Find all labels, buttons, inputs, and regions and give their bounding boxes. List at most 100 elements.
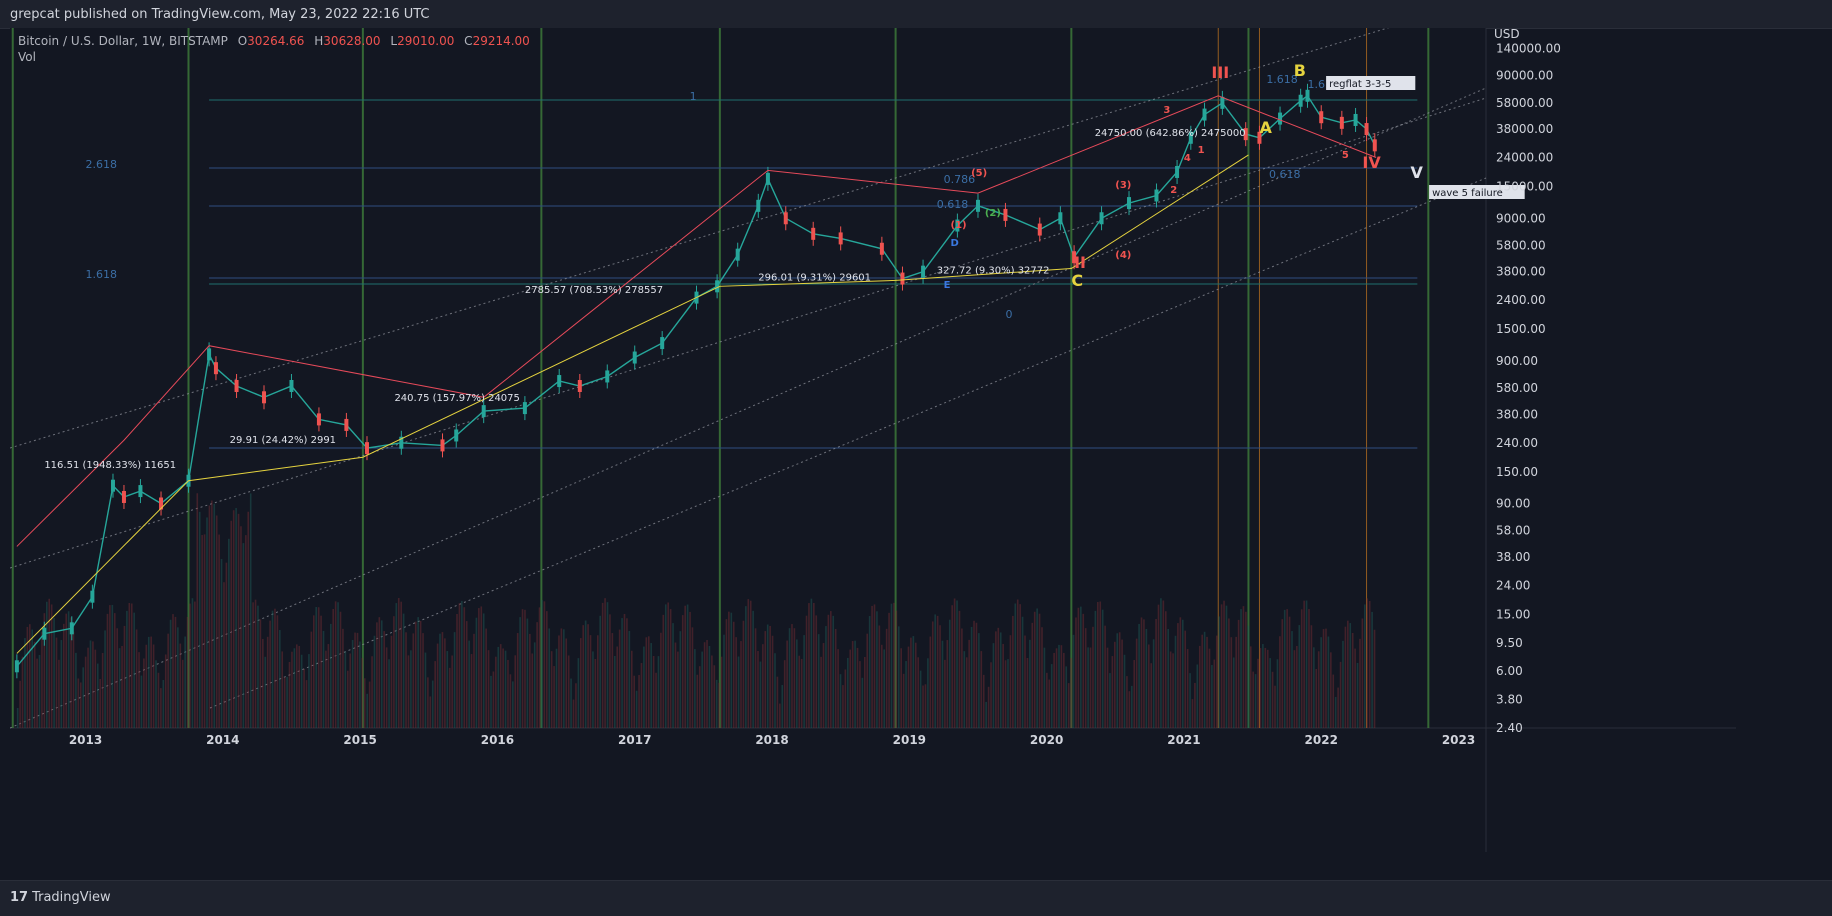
volume-bar: [1089, 647, 1092, 728]
volume-bar: [1016, 599, 1019, 728]
y-tick-label: 140000.00: [1496, 41, 1561, 55]
volume-bar: [385, 647, 388, 728]
volume-bar: [1128, 691, 1131, 728]
volume-bar: [538, 607, 541, 728]
wave-label: II: [1074, 253, 1086, 272]
volume-bar: [230, 520, 233, 728]
volume-bar: [594, 658, 597, 728]
y-tick-label: 1500.00: [1496, 322, 1546, 336]
volume-bar: [155, 660, 157, 728]
volume-bar: [480, 606, 483, 728]
volume-bar: [305, 680, 308, 728]
x-tick-label: 2016: [481, 733, 514, 747]
volume-bar: [456, 613, 458, 728]
volume-bar: [1300, 609, 1303, 728]
volume-bar: [332, 608, 335, 728]
volume-bar: [536, 622, 538, 728]
volume-bar: [657, 656, 660, 728]
wave-label: E: [944, 280, 951, 291]
volume-bar: [245, 535, 247, 728]
volume-bar: [905, 661, 907, 728]
volume-bar: [1097, 602, 1099, 728]
volume-bar: [970, 626, 973, 728]
volume-bar: [752, 610, 754, 728]
volume-bar: [196, 493, 199, 728]
volume-bar: [1167, 628, 1170, 728]
volume-bar: [987, 686, 990, 728]
volume-bar: [1245, 611, 1247, 728]
volume-bar: [1087, 647, 1089, 728]
volume-bar: [247, 511, 250, 728]
volume-bar: [917, 657, 919, 728]
volume-bar: [941, 640, 944, 728]
volume-bar: [405, 632, 407, 728]
volume-bar: [242, 543, 245, 728]
volume-bar: [225, 562, 228, 728]
volume-bar: [1060, 645, 1063, 728]
volume-bar: [291, 651, 293, 728]
volume-bar: [1337, 687, 1339, 728]
measure-label: 24750.00 (642.86%) 2475000: [1095, 128, 1246, 139]
y-tick-label: 90000.00: [1496, 69, 1553, 83]
volume-bar: [769, 625, 771, 728]
volume-bar: [29, 624, 31, 728]
volume-bar: [41, 631, 43, 728]
volume-bar: [94, 649, 97, 728]
y-tick-label: 380.00: [1496, 407, 1538, 421]
volume-bar: [198, 511, 201, 728]
volume-bar: [587, 624, 589, 728]
volume-bar: [473, 633, 475, 728]
volume-bar: [448, 667, 451, 728]
volume-bar: [189, 603, 191, 728]
fib-label: 0.786: [944, 173, 976, 186]
volume-bar: [1196, 664, 1199, 728]
volume-bar: [174, 616, 177, 728]
measure-label: 327.72 (9.30%) 32772: [937, 265, 1050, 276]
channel-line: [10, 87, 1487, 729]
tradingview-logo[interactable]: 17 TradingView: [10, 890, 111, 905]
volume-bar: [817, 634, 820, 728]
volume-bar: [130, 603, 133, 728]
close-label: C: [464, 34, 473, 48]
volume-bar: [771, 635, 774, 728]
volume-bar: [832, 615, 835, 728]
volume-bar: [655, 672, 657, 728]
volume-bar: [662, 614, 665, 728]
y-tick-label: 900.00: [1496, 354, 1538, 368]
volume-bar: [203, 534, 206, 728]
channel-line: [10, 28, 1390, 449]
volume-bar: [907, 646, 910, 728]
volume-bar: [31, 629, 34, 728]
volume-bar: [266, 636, 269, 728]
volume-bar: [1330, 652, 1332, 728]
volume-bar: [929, 636, 932, 728]
volume-bar: [1327, 636, 1330, 728]
volume-bar: [400, 601, 402, 728]
volume-bar: [759, 661, 762, 728]
volume-bar: [1371, 611, 1373, 728]
volume-bar: [327, 644, 330, 728]
volume-bar: [953, 598, 956, 728]
volume-bar: [616, 646, 619, 728]
volume-bar: [167, 633, 169, 728]
volume-bar: [783, 660, 786, 728]
volume-bar: [368, 681, 371, 728]
volume-bar: [99, 679, 101, 728]
symbol-name[interactable]: Bitcoin / U.S. Dollar, 1W, BITSTAMP: [18, 34, 228, 48]
volume-bar: [861, 677, 864, 728]
volume-bar: [344, 651, 347, 728]
volume-bar: [145, 644, 148, 728]
volume-bar: [1009, 635, 1012, 728]
volume-bar: [123, 625, 126, 728]
volume-bar: [934, 614, 936, 728]
volume-bar: [546, 611, 548, 728]
volume-bar: [1228, 618, 1230, 728]
volume-bar: [1339, 661, 1342, 728]
chart-canvas[interactable]: 116.51 (1948.33%) 11651 29.91 (24.42%) 29…: [10, 28, 1736, 852]
volume-bar: [351, 639, 354, 728]
volume-bar: [380, 620, 383, 728]
volume-bar: [38, 654, 41, 728]
volume-bar: [143, 658, 145, 728]
volume-bar: [516, 633, 519, 728]
volume-bar: [213, 503, 216, 728]
